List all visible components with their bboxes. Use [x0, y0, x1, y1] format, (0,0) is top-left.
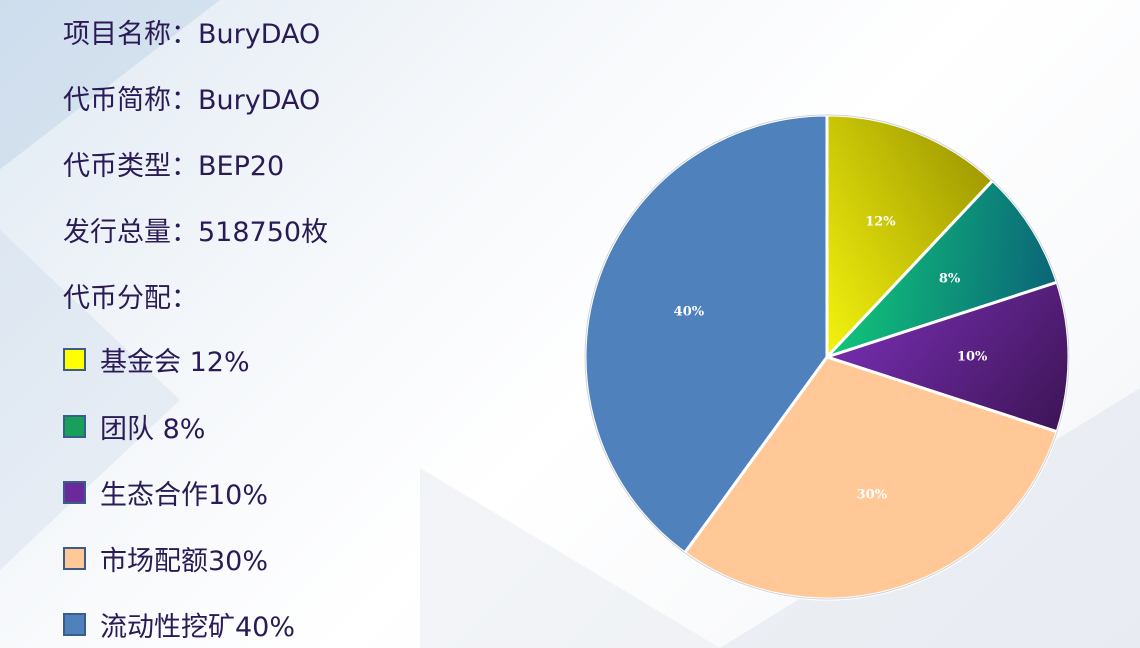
- pie-chart: 12% 8% 10% 30% 40%: [583, 113, 1071, 601]
- pie-outline: [584, 114, 1070, 600]
- legend-label: 流动性挖矿40%: [100, 612, 296, 643]
- legend-item: 市场配额30%: [63, 539, 268, 578]
- project-name-line: 项目名称：BuryDAO: [63, 12, 320, 51]
- legend-label: 生态合作10%: [100, 480, 269, 511]
- token-short-label: 代币简称：: [63, 85, 198, 116]
- pie-slice-label: 12%: [865, 214, 896, 229]
- legend-item: 流动性挖矿40%: [63, 605, 295, 644]
- token-type-label: 代币类型：: [63, 151, 198, 182]
- pie-slice-label: 40%: [674, 305, 705, 320]
- pie-slice-label: 10%: [957, 350, 988, 365]
- pie-slice-label: 30%: [857, 488, 888, 503]
- legend-item: 生态合作10%: [63, 473, 268, 512]
- total-supply-label: 发行总量：: [63, 217, 198, 248]
- legend-label: 团队 8%: [100, 414, 206, 445]
- token-type-line: 代币类型：BEP20: [63, 144, 284, 183]
- legend-swatch: [63, 348, 86, 371]
- token-type-value: BEP20: [198, 151, 285, 182]
- legend-swatch: [63, 547, 86, 570]
- token-short-line: 代币简称：BuryDAO: [63, 78, 320, 117]
- token-short-value: BuryDAO: [198, 85, 321, 116]
- legend-label: 基金会 12%: [100, 347, 250, 378]
- total-supply-line: 发行总量：518750枚: [63, 210, 328, 249]
- legend-swatch: [63, 613, 86, 636]
- legend-swatch: [63, 481, 86, 504]
- allocation-label: 代币分配：: [63, 283, 198, 314]
- total-supply-value: 518750枚: [198, 217, 329, 248]
- allocation-heading: 代币分配：: [63, 276, 198, 315]
- legend-item: 基金会 12%: [63, 340, 250, 379]
- project-name-label: 项目名称：: [63, 19, 198, 50]
- legend-item: 团队 8%: [63, 407, 205, 446]
- legend-swatch: [63, 415, 86, 438]
- project-name-value: BuryDAO: [198, 19, 321, 50]
- legend-label: 市场配额30%: [100, 546, 269, 577]
- pie-slice-label: 8%: [939, 272, 961, 287]
